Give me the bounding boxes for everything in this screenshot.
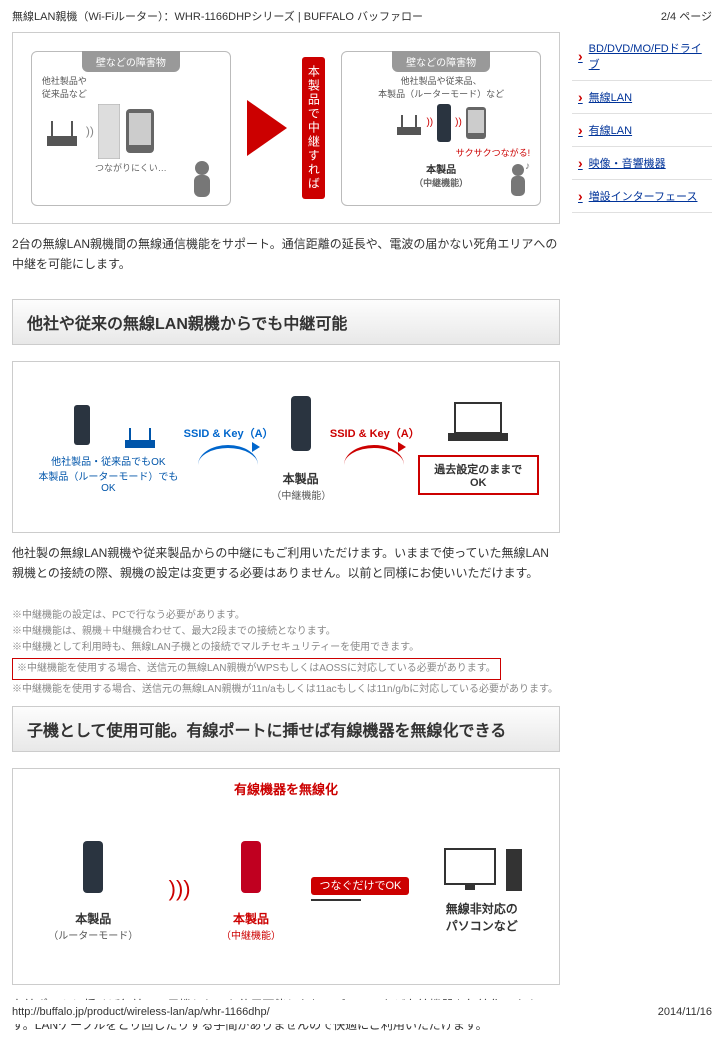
phone-icon bbox=[464, 105, 488, 141]
ssid-label: SSID & Key（A） bbox=[184, 425, 272, 441]
wave-icon: ))) bbox=[169, 876, 191, 902]
router-icon bbox=[42, 111, 82, 151]
device-icon bbox=[98, 104, 120, 159]
page-title: 無線LAN親機（Wi-Fiルーター）：WHR-1166DHPシリーズ | BUF… bbox=[12, 8, 423, 24]
page-number: 2/4 ページ bbox=[661, 8, 712, 24]
repeater-icon bbox=[229, 836, 274, 901]
monitor-icon bbox=[440, 844, 500, 894]
center-label: 本製品 bbox=[221, 910, 281, 927]
ssid-diagram: 他社製品・従来品でもOK 本製品（ルーターモード）でもOK SSID & Key… bbox=[12, 361, 560, 533]
note-line: ※中継機能は、親機＋中継機合わせて、最大2段までの接続となります。 bbox=[12, 624, 560, 640]
arc-arrow-icon bbox=[198, 445, 258, 465]
red-heading: 有線機器を無線化 bbox=[23, 779, 549, 798]
svg-text:♪: ♪ bbox=[525, 161, 530, 172]
person-icon: ♪ bbox=[500, 161, 536, 203]
laptop-icon bbox=[443, 398, 513, 448]
note-line: ※中継機として利用時も、無線LAN子機との接続でマルチセキュリティーを使用できま… bbox=[12, 640, 560, 656]
router-icon bbox=[394, 109, 424, 137]
sidebar: BD/DVD/MO/FDドライブ 無線LAN 有線LAN 映像・音響機器 増設イ… bbox=[572, 32, 712, 1059]
arrow-icon bbox=[247, 100, 287, 156]
left-group: 壁などの障害物 他社製品や 従来品など )) つながりにくい… bbox=[31, 51, 231, 206]
center-sub: （中継機能） bbox=[221, 927, 281, 942]
blue-cap2: 本製品（ルーターモード）でもOK bbox=[33, 468, 184, 494]
vert-label: 本製品で中継すれば bbox=[302, 57, 325, 199]
obstacle-label: 壁などの障害物 bbox=[82, 51, 180, 72]
arc-arrow-icon bbox=[344, 445, 404, 465]
sidebar-item-lan[interactable]: 有線LAN bbox=[572, 114, 712, 147]
footer-url: http://buffalo.jp/product/wireless-lan/a… bbox=[12, 1006, 270, 1018]
center-label: 本製品 bbox=[271, 470, 330, 487]
section2-heading: 他社や従来の無線LAN親機からでも中継可能 bbox=[12, 299, 560, 345]
right-label: 無線非対応の パソコンなど bbox=[440, 900, 524, 934]
repeater-icon bbox=[276, 391, 326, 461]
ssid-label-red: SSID & Key（A） bbox=[330, 425, 418, 441]
center-sub: （中継機能） bbox=[414, 178, 468, 188]
person-icon bbox=[182, 158, 222, 203]
left-caption: 他社製品や 従来品など bbox=[42, 74, 87, 100]
phone-icon bbox=[124, 107, 156, 155]
right-status: サクサクつながる! bbox=[352, 146, 530, 159]
footer-date: 2014/11/16 bbox=[658, 1006, 712, 1018]
cable-line bbox=[311, 899, 361, 901]
right-caption: 他社製品や従来品、 本製品（ルーターモード）など bbox=[352, 74, 530, 100]
right-group: 壁などの障害物 他社製品や従来品、 本製品（ルーターモード）など )) )) サ… bbox=[341, 51, 541, 206]
sidebar-item-interface[interactable]: 増設インターフェース bbox=[572, 180, 712, 213]
section2-desc: 他社製の無線LAN親機や従来製品からの中継にもご利用いただけます。いままで使って… bbox=[12, 543, 560, 584]
center-sub: （中継機能） bbox=[271, 487, 330, 502]
section3-heading: 子機として使用可能。有線ポートに挿せば有線機器を無線化できる bbox=[12, 706, 560, 752]
obstacle-label: 壁などの障害物 bbox=[392, 51, 490, 72]
repeater-icon bbox=[435, 102, 453, 144]
note-line: ※中継機能を使用する場合、送信元の無線LAN親機が11n/aもしくは11acもし… bbox=[12, 682, 560, 698]
note-line: ※中継機能の設定は、PCで行なう必要があります。 bbox=[12, 608, 560, 624]
sidebar-item-wlan[interactable]: 無線LAN bbox=[572, 81, 712, 114]
sidebar-item-av[interactable]: 映像・音響機器 bbox=[572, 147, 712, 180]
past-ok-label: 過去設定のままでOK bbox=[418, 455, 539, 495]
left-sub: （ルーターモード） bbox=[48, 927, 138, 942]
blue-cap1: 他社製品・従来品でもOK bbox=[33, 453, 184, 468]
connect-ok-badge: つなぐだけでOK bbox=[311, 877, 409, 895]
router-icon bbox=[115, 425, 165, 450]
center-label: 本製品 bbox=[426, 165, 456, 176]
left-label: 本製品 bbox=[48, 910, 138, 927]
repeater-icon bbox=[71, 836, 116, 901]
tower-icon bbox=[504, 844, 524, 894]
relay-desc: 2台の無線LAN親機間の無線通信機能をサポート。通信距離の延長や、電波の届かない… bbox=[12, 234, 560, 275]
note-line-highlight: ※中継機能を使用する場合、送信元の無線LAN親機がWPSもしくはAOSSに対応し… bbox=[12, 658, 501, 680]
main-content: 壁などの障害物 他社製品や 従来品など )) つながりにくい… 本製品で bbox=[12, 32, 560, 1059]
sidebar-item-bd[interactable]: BD/DVD/MO/FDドライブ bbox=[572, 32, 712, 81]
wired-diagram: 有線機器を無線化 本製品 （ルーターモード） ))) 本製品 （中継機能） つな… bbox=[12, 768, 560, 985]
relay-diagram: 壁などの障害物 他社製品や 従来品など )) つながりにくい… 本製品で bbox=[12, 32, 560, 224]
repeater-icon bbox=[52, 400, 112, 450]
notes-block: ※中継機能の設定は、PCで行なう必要があります。 ※中継機能は、親機＋中継機合わ… bbox=[12, 608, 560, 698]
